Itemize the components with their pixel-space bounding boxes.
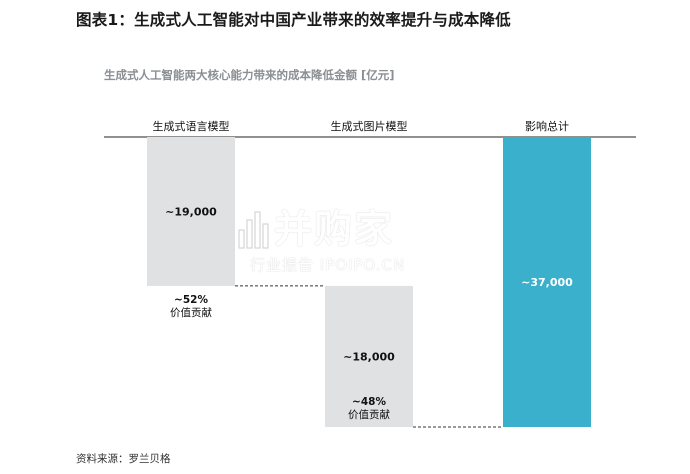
figure-title: 图表1：生成式人工智能对中国产业带来的效率提升与成本降低 — [76, 11, 511, 29]
bar — [147, 137, 235, 286]
bar — [325, 285, 413, 427]
bar-value-label: ~37,000 — [521, 276, 573, 289]
source-note: 资料来源：罗兰贝格 — [76, 453, 171, 465]
bar-value-label: ~18,000 — [343, 350, 395, 363]
chart-subtitle: 生成式人工智能两大核心能力带来的成本降低金额 [亿元] — [104, 68, 395, 82]
share-caption-label: 价值贡献 — [170, 306, 212, 319]
share-caption-label: 价值贡献 — [348, 408, 390, 421]
category-label: 生成式语言模型 — [153, 119, 230, 133]
total-bar — [503, 137, 591, 427]
category-label: 生成式图片模型 — [331, 119, 408, 133]
category-label: 影响总计 — [525, 119, 569, 133]
share-percent-label: ~52% — [174, 294, 208, 306]
share-percent-label: ~48% — [352, 396, 386, 408]
bar-value-label: ~19,000 — [165, 205, 217, 218]
